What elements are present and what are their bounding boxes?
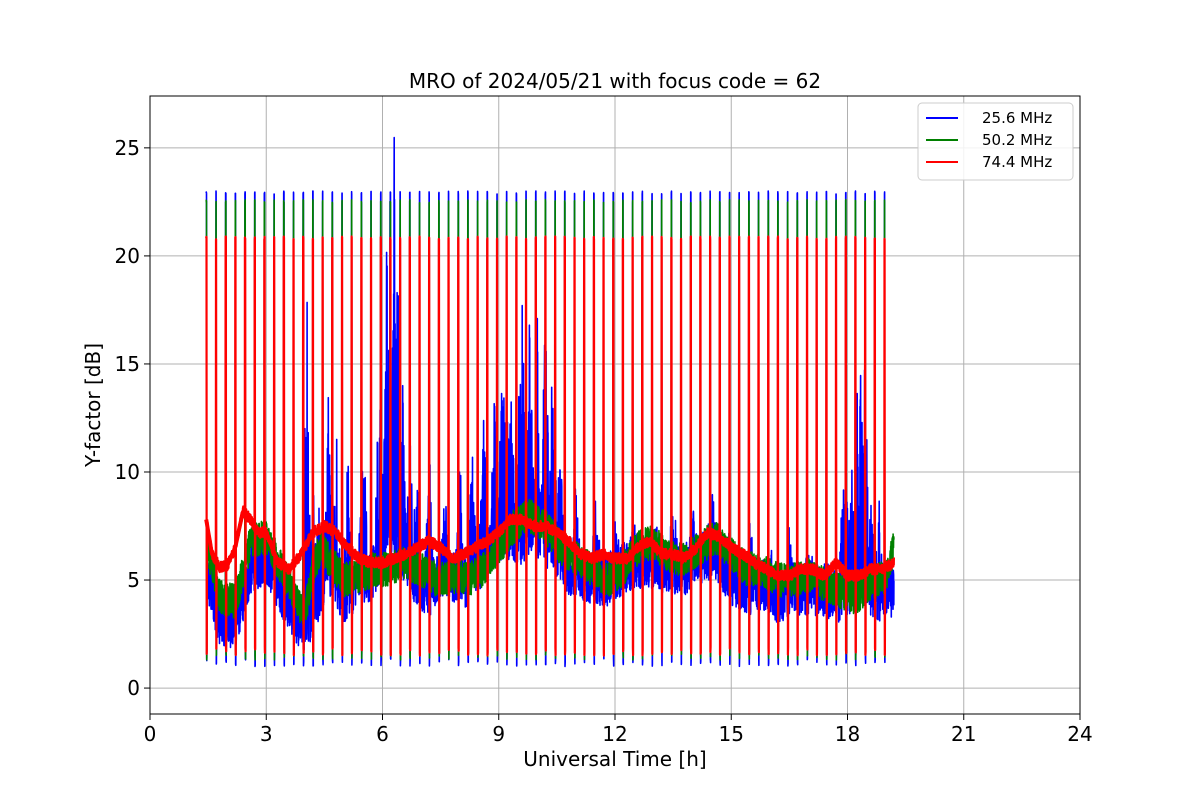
legend-label-1: 50.2 MHz: [982, 131, 1052, 149]
y-axis-label: Y-factor [dB]: [81, 343, 105, 468]
legend-box: [917, 102, 1074, 181]
x-tick-label: 9: [492, 722, 505, 746]
x-axis-ticks: 0 3 6 9 12 15 18 21 24: [144, 714, 1093, 746]
series-layer: [204, 136, 895, 668]
chart-title: MRO of 2024/05/21 with focus code = 62: [409, 69, 821, 93]
x-tick-label: 21: [951, 722, 976, 746]
plot-area: [204, 136, 895, 668]
y-tick-label: 20: [115, 244, 140, 268]
y-axis-ticks: 0 5 10 15 20 25: [115, 136, 150, 700]
x-tick-label: 3: [260, 722, 273, 746]
series-line-1: [205, 198, 895, 661]
legend: 25.6 MHz 50.2 MHz 74.4 MHz: [917, 102, 1074, 181]
y-tick-label: 5: [127, 568, 140, 592]
x-tick-label: 15: [719, 722, 744, 746]
series-trend-2: [204, 509, 895, 578]
x-tick-label: 6: [376, 722, 389, 746]
y-tick-label: 10: [115, 460, 140, 484]
x-tick-label: 18: [835, 722, 860, 746]
y-tick-label: 25: [115, 136, 140, 160]
y-tick-label: 15: [115, 352, 140, 376]
x-tick-label: 12: [602, 722, 627, 746]
y-tick-label: 0: [127, 676, 140, 700]
legend-label-0: 25.6 MHz: [982, 109, 1052, 127]
x-tick-label: 24: [1067, 722, 1092, 746]
x-axis-label: Universal Time [h]: [523, 747, 706, 771]
legend-label-2: 74.4 MHz: [982, 153, 1052, 171]
x-tick-label: 0: [144, 722, 157, 746]
